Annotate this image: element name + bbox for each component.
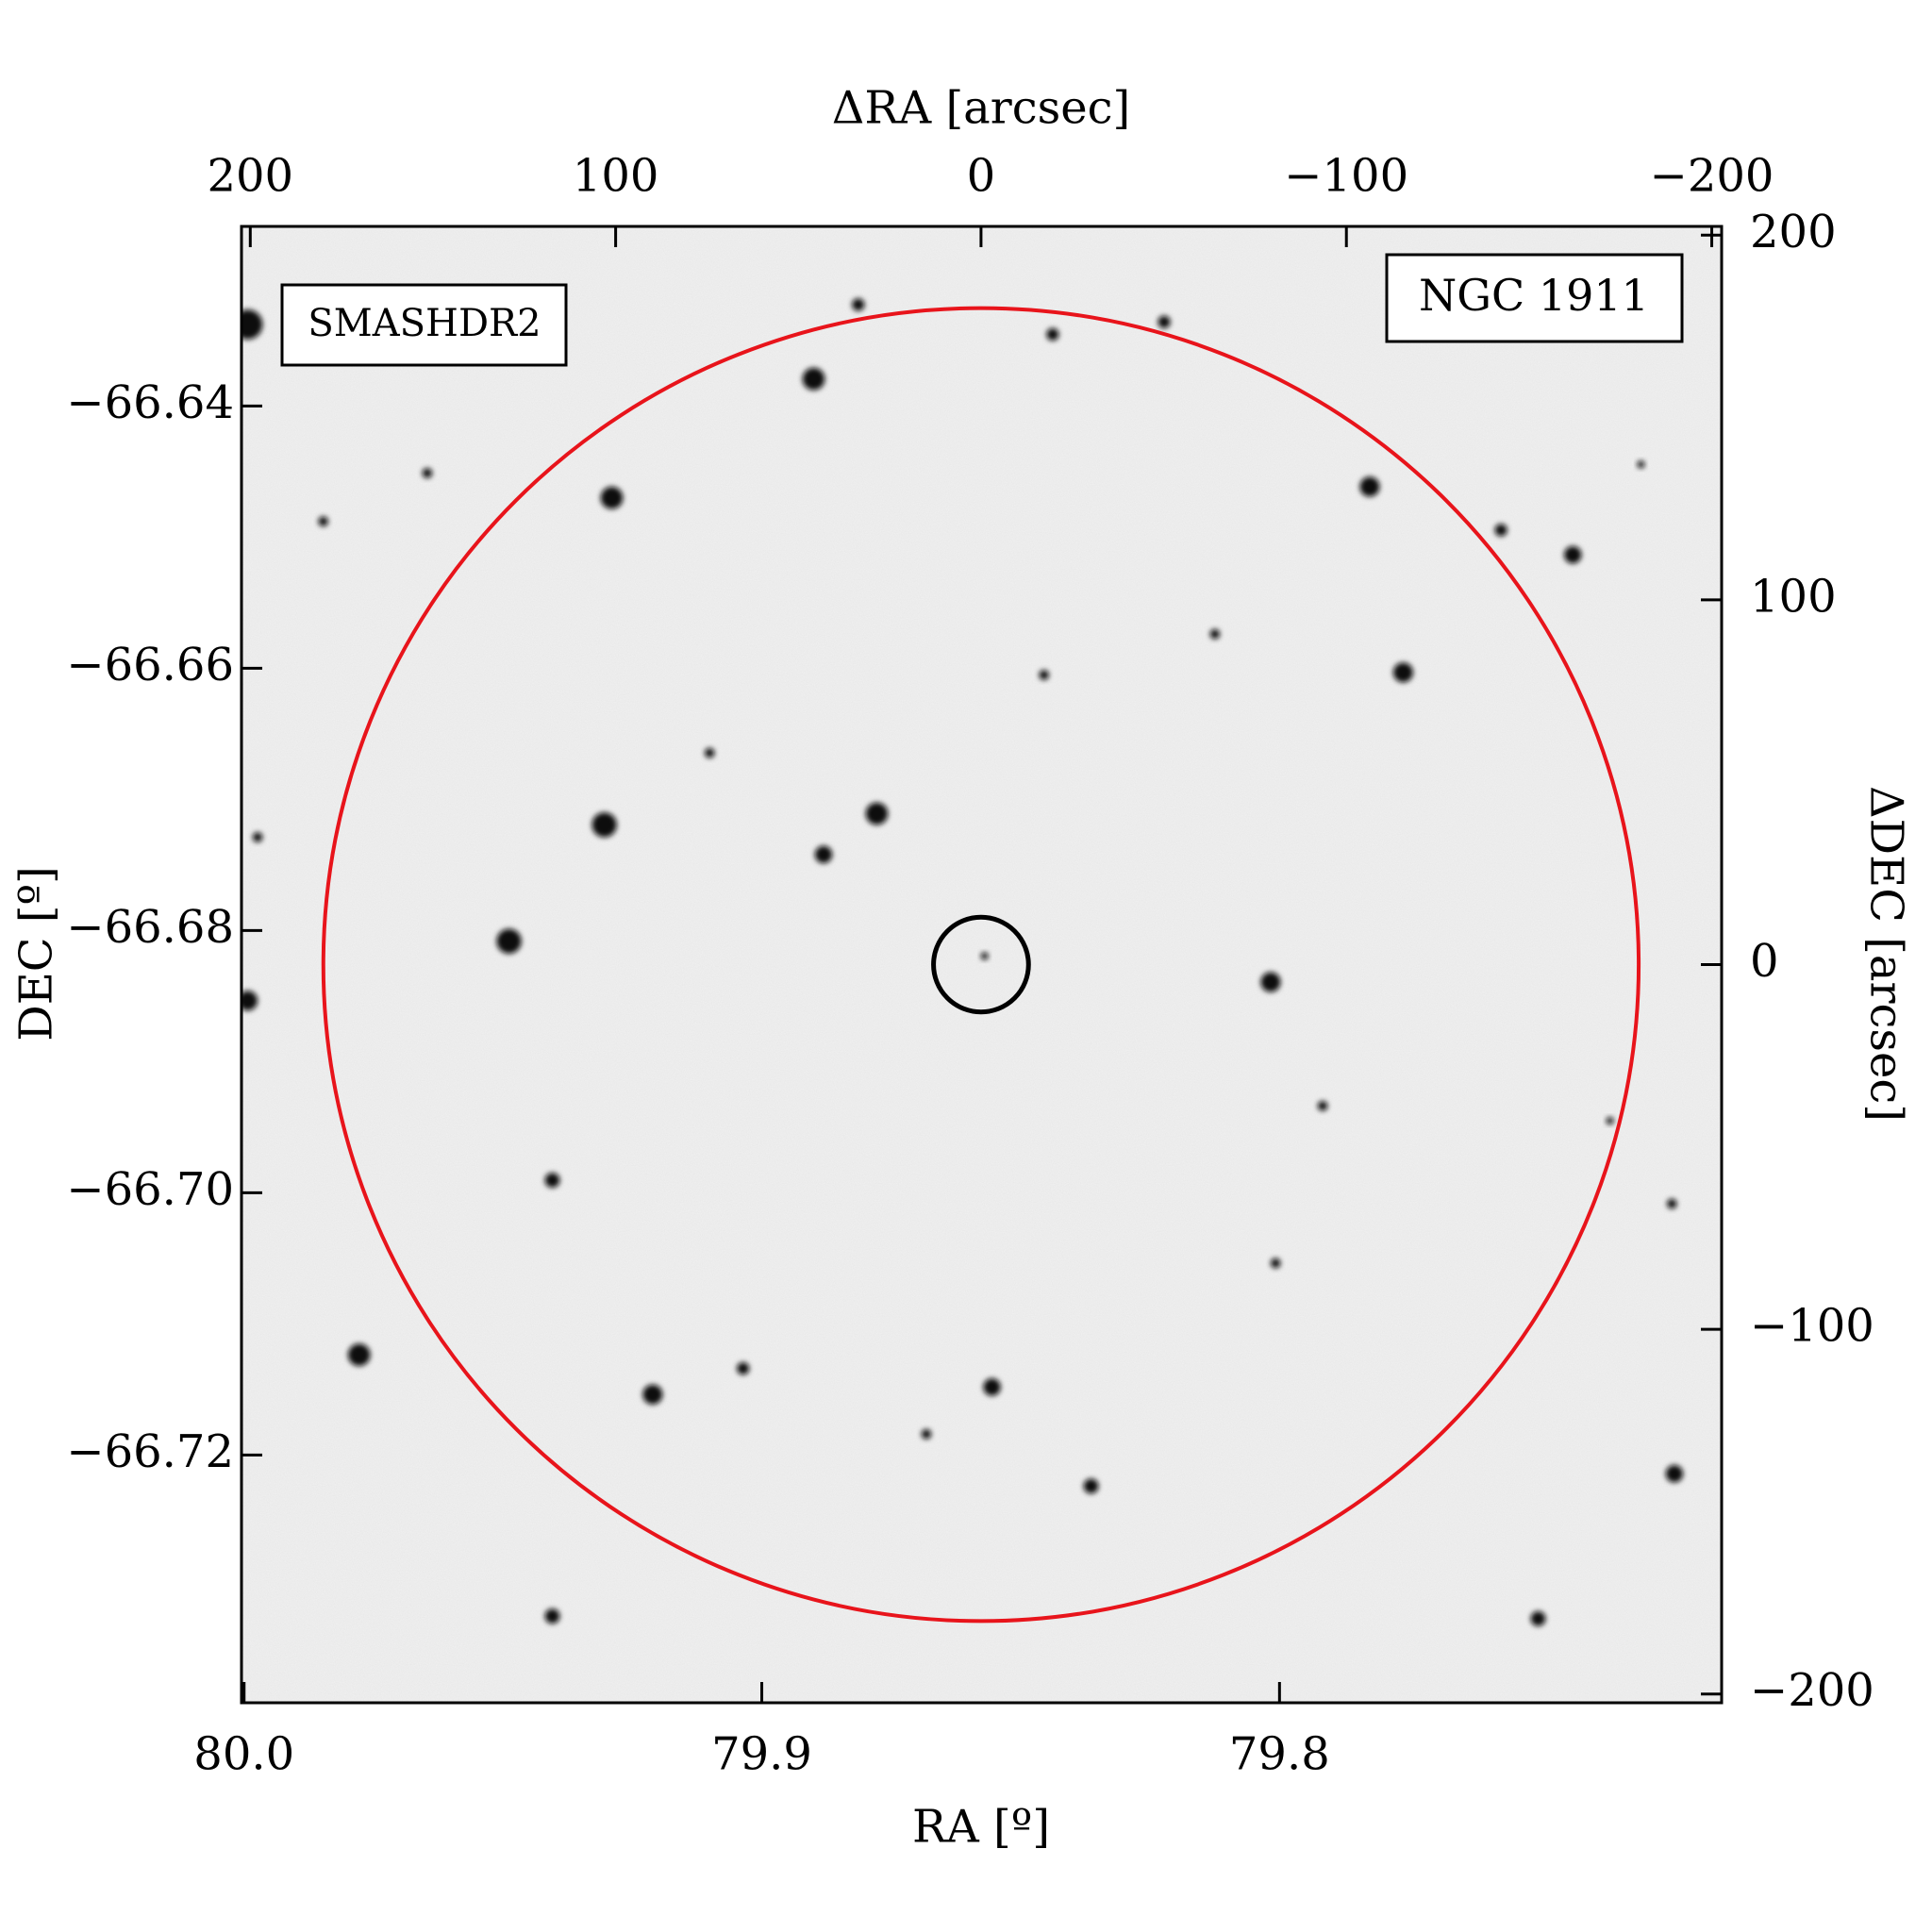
annotation: SMASHDR2: [308, 302, 541, 345]
star: [1606, 1117, 1614, 1125]
y-tick-label: −66.64: [66, 376, 234, 429]
star: [347, 1343, 371, 1367]
left-axis-label: DEC [º]: [10, 866, 63, 1041]
star: [1564, 545, 1582, 564]
star: [921, 1428, 932, 1440]
star: [983, 1378, 1001, 1396]
star: [1158, 315, 1171, 328]
star: [544, 1173, 560, 1188]
star: [496, 928, 522, 954]
star: [704, 747, 715, 758]
x2-tick-label: 200: [207, 150, 293, 203]
y-tick-label: −66.68: [66, 901, 234, 954]
y-tick-label: −66.72: [66, 1425, 234, 1478]
star: [1083, 1478, 1099, 1494]
star: [242, 309, 263, 340]
x2-tick-label: −100: [1284, 150, 1408, 203]
star: [1667, 1198, 1677, 1209]
image-noise: [242, 226, 1722, 1703]
star: [1039, 670, 1049, 680]
star: [544, 1608, 560, 1624]
star: [802, 367, 825, 391]
star: [252, 832, 263, 842]
star: [1270, 1257, 1281, 1269]
star: [1665, 1465, 1684, 1483]
stars: [242, 298, 1684, 1626]
star: [814, 845, 833, 864]
annotation-box: [1385, 253, 1684, 343]
star: [318, 516, 328, 526]
star: [1530, 1610, 1546, 1626]
star: [1392, 662, 1413, 683]
bottom-axis-label: RA [º]: [912, 1801, 1050, 1854]
star: [1260, 972, 1281, 992]
sky-image: [242, 226, 1722, 1703]
y-tick-label: −66.70: [66, 1163, 234, 1216]
right-axis-label: ΔDEC [arcsec]: [1860, 786, 1913, 1122]
star: [1359, 476, 1380, 497]
aperture-circle: [931, 914, 1031, 1015]
top-axis-label: ΔRA [arcsec]: [832, 82, 1131, 135]
star: [1209, 628, 1221, 640]
star: [242, 991, 258, 1011]
x2-tick-label: 0: [967, 150, 996, 203]
x-tick-label: 79.9: [711, 1728, 812, 1781]
star: [422, 468, 433, 478]
star: [1494, 524, 1507, 537]
star: [642, 1384, 663, 1405]
x-tick-label: 79.8: [1229, 1728, 1330, 1781]
aperture-circle: [321, 306, 1641, 1624]
x2-tick-label: −200: [1650, 150, 1774, 203]
star: [852, 298, 865, 311]
star: [1317, 1101, 1328, 1111]
annotation: NGC 1911: [1419, 270, 1649, 321]
y2-tick-label: 200: [1750, 206, 1837, 258]
x2-tick-label: 100: [573, 150, 659, 203]
star: [737, 1362, 750, 1375]
y2-tick-label: 100: [1750, 570, 1837, 623]
star: [591, 812, 617, 838]
annotation-box: [280, 283, 568, 367]
star: [1046, 327, 1059, 341]
star: [865, 802, 889, 825]
y2-tick-label: 0: [1750, 935, 1779, 988]
star: [1637, 460, 1645, 469]
star: [980, 952, 989, 960]
star: [600, 486, 624, 509]
x-tick-label: 80.0: [193, 1728, 294, 1781]
y-tick-label: −66.66: [66, 639, 234, 691]
y2-tick-label: −200: [1750, 1664, 1874, 1717]
y2-tick-label: −100: [1750, 1300, 1874, 1353]
